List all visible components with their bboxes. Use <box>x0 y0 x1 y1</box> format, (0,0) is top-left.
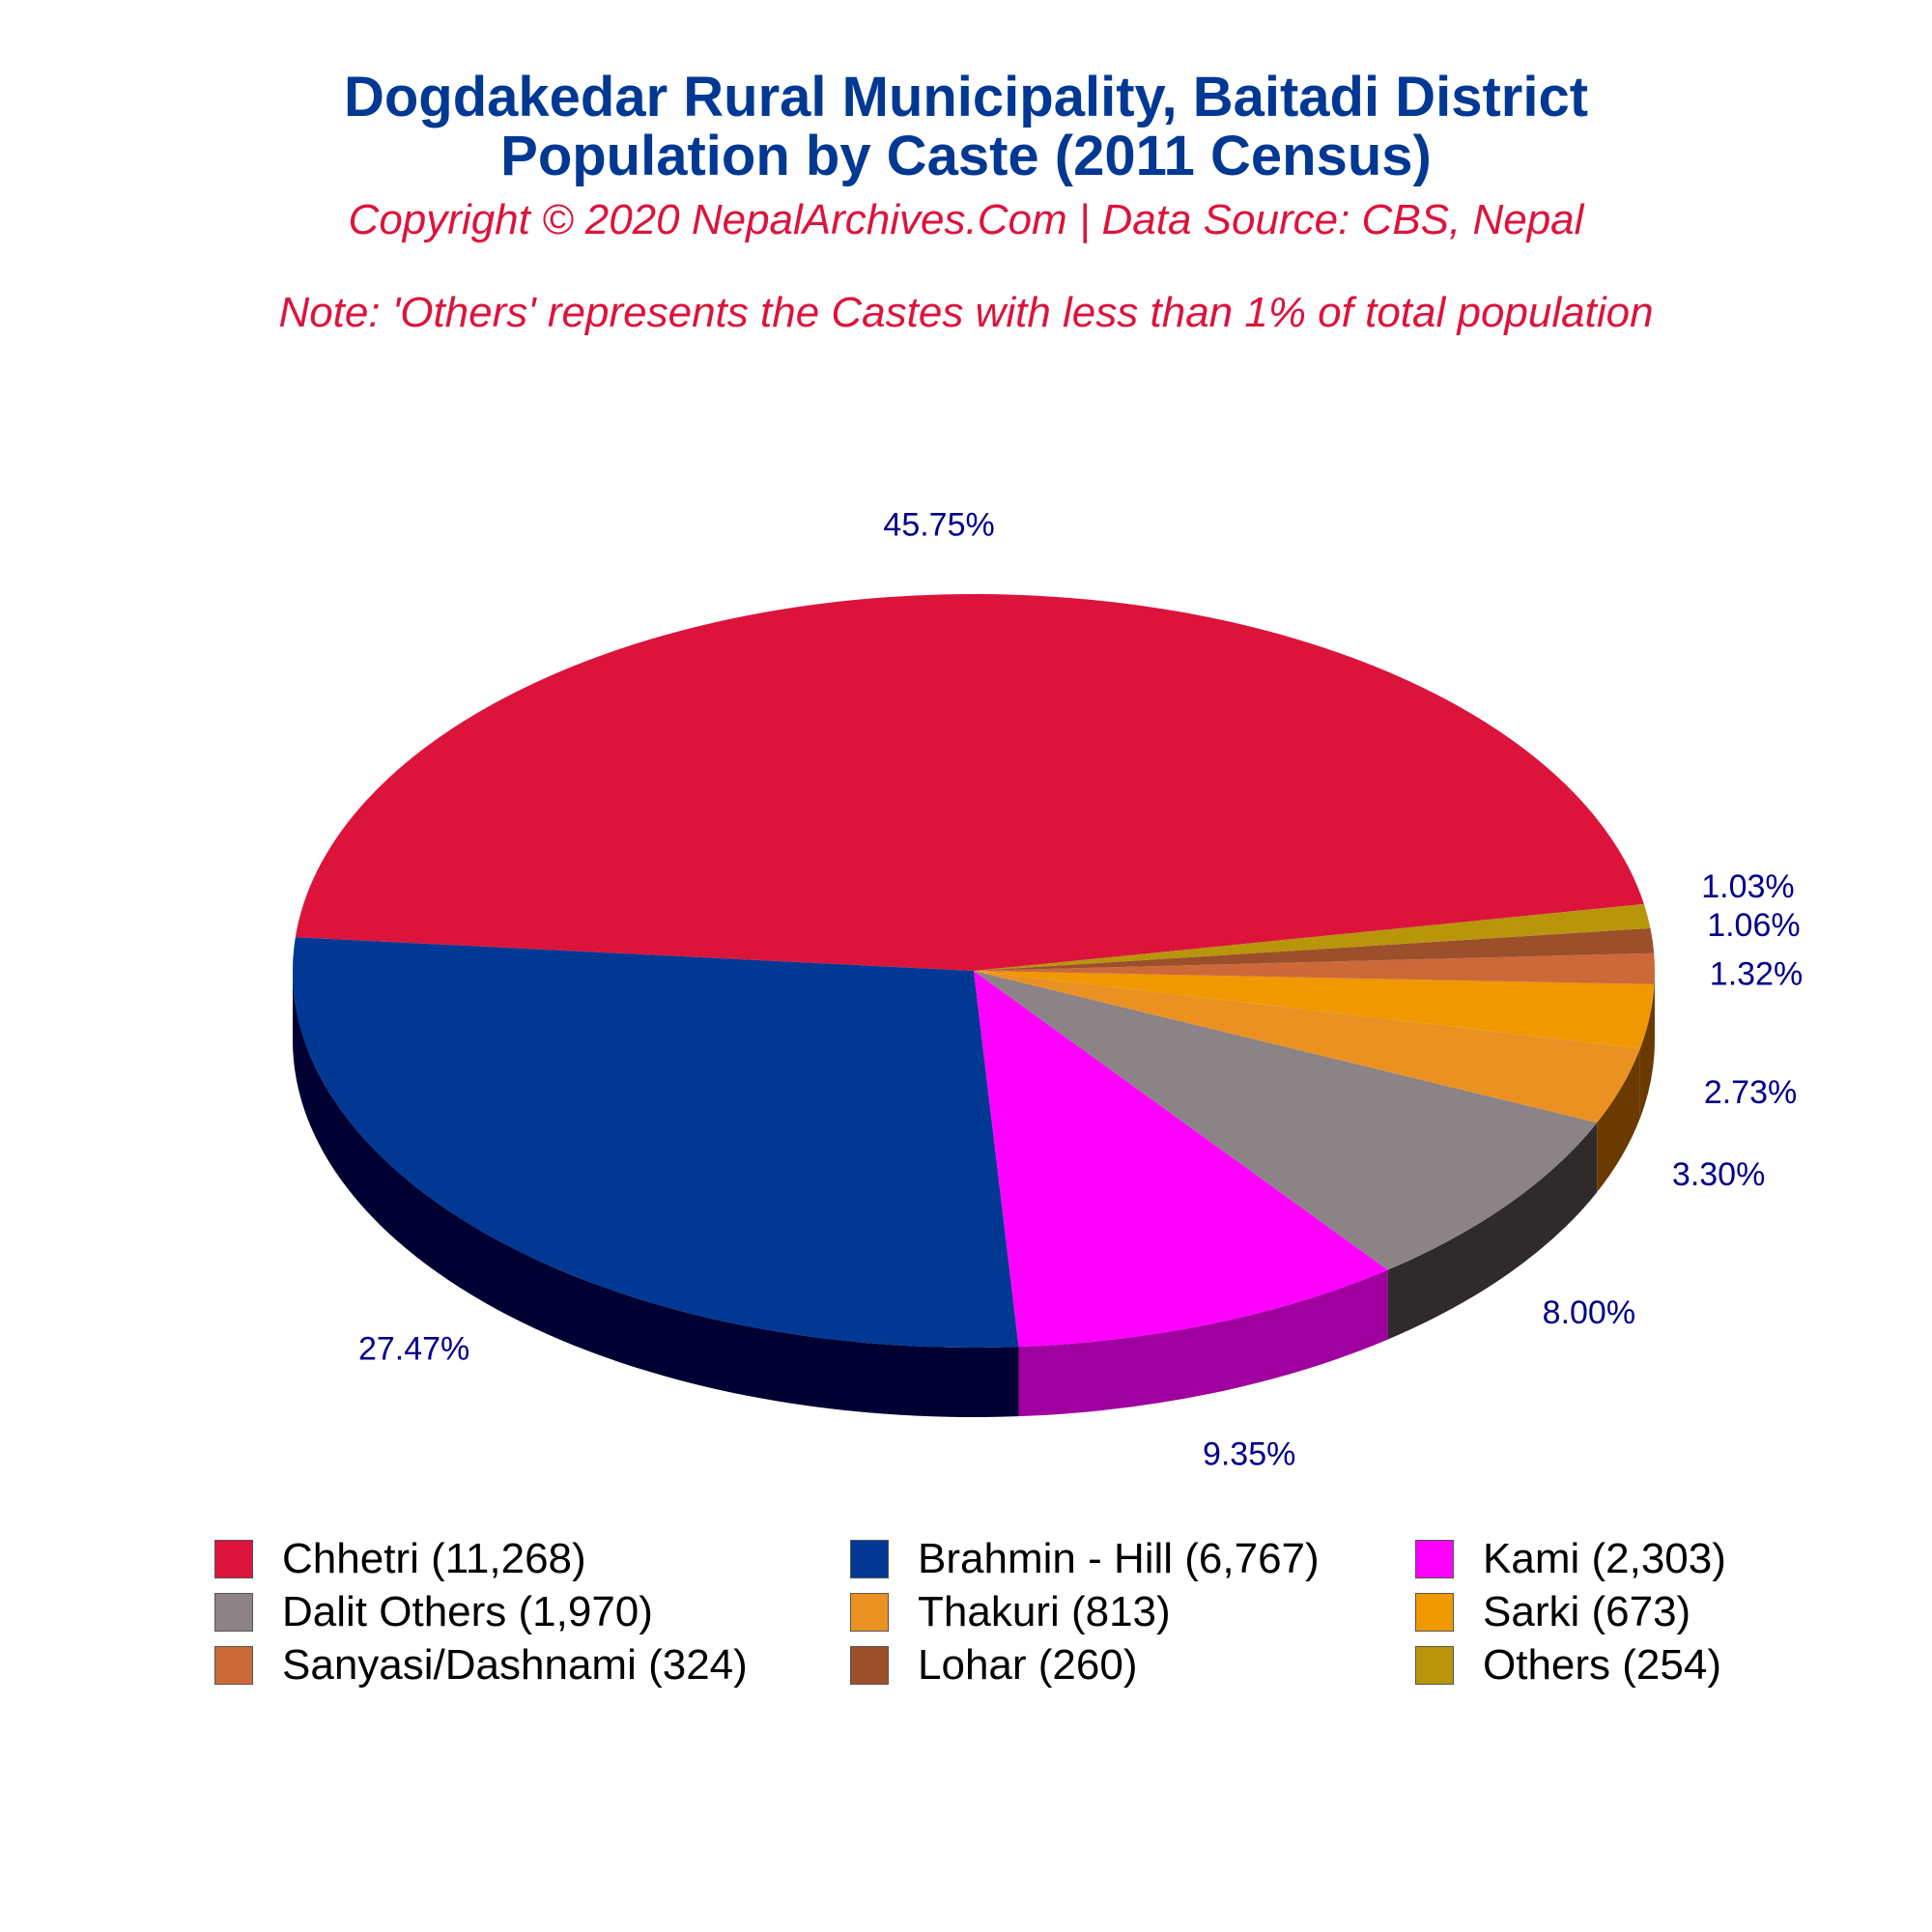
legend-label: Chhetri (11,268) <box>282 1535 586 1582</box>
legend-label: Others (254) <box>1483 1641 1721 1689</box>
chart-title-line1: Dogdakedar Rural Municipality, Baitadi D… <box>343 66 1589 128</box>
legend-label: Lohar (260) <box>918 1641 1138 1689</box>
legend-swatch <box>214 1540 253 1578</box>
pie-slice-kami <box>974 971 1388 1348</box>
legend-label: Thakuri (813) <box>918 1588 1171 1635</box>
legend-item: Lohar (260) <box>850 1638 1137 1692</box>
pie-slice-dalit-others <box>974 971 1598 1270</box>
pie-sides <box>293 971 1655 1418</box>
percent-label-brahmin-hill: 27.47% <box>358 1330 469 1367</box>
pie-side-thakuri <box>1597 1048 1640 1193</box>
percent-label-thakuri: 3.30% <box>1672 1156 1765 1193</box>
legend-swatch <box>850 1646 889 1685</box>
legend-swatch <box>1415 1646 1454 1685</box>
legend-item: Dalit Others (1,970) <box>214 1585 653 1639</box>
percent-label-others: 1.03% <box>1701 868 1794 905</box>
legend-swatch <box>214 1646 253 1685</box>
legend-label: Dalit Others (1,970) <box>282 1588 653 1635</box>
pie-slice-others <box>974 903 1651 971</box>
legend-swatch <box>850 1593 889 1632</box>
pie-percent-labels: 45.75% 27.47% 9.35% 8.00% 3.30% 2.73% 1.32% 1.0… <box>358 506 1803 1472</box>
pie-side-sarki <box>1639 983 1655 1119</box>
pie-side-brahmin-hill <box>293 971 1019 1418</box>
pie-slice-brahmin-hill <box>293 937 1019 1348</box>
pie-side-dalit-others <box>1387 1122 1598 1340</box>
legend-item: Sanyasi/Dashnami (324) <box>214 1638 748 1692</box>
legend-label: Sanyasi/Dashnami (324) <box>282 1641 748 1689</box>
percent-label-kami: 9.35% <box>1203 1436 1295 1473</box>
percent-label-lohar: 1.06% <box>1707 907 1800 944</box>
pie-slice-sarki <box>974 971 1655 1049</box>
pie-slice-thakuri <box>974 971 1640 1123</box>
legend-label: Kami (2,303) <box>1483 1535 1726 1582</box>
pie-side-kami <box>1018 1269 1388 1417</box>
legend-item: Thakuri (813) <box>850 1585 1171 1639</box>
copyright-text: Copyright © 2020 NepalArchives.Com | Dat… <box>348 196 1584 243</box>
percent-label-chhetri: 45.75% <box>883 506 994 543</box>
chart-title-line2: Population by Caste (2011 Census) <box>500 125 1432 187</box>
pie-slice-lohar <box>974 927 1655 971</box>
legend-swatch <box>214 1593 253 1632</box>
pie-slices <box>293 594 1655 1348</box>
percent-label-dalit-others: 8.00% <box>1543 1294 1635 1331</box>
legend-swatch <box>1415 1593 1454 1632</box>
legend-label: Brahmin - Hill (6,767) <box>918 1535 1320 1582</box>
percent-label-sarki: 2.73% <box>1704 1074 1797 1111</box>
legend-item: Chhetri (11,268) <box>214 1532 586 1586</box>
legend-swatch <box>850 1540 889 1578</box>
legend-item: Kami (2,303) <box>1415 1532 1726 1586</box>
percent-label-sanyasi-dashnami: 1.32% <box>1710 955 1803 992</box>
legend-item: Brahmin - Hill (6,767) <box>850 1532 1320 1586</box>
pie-slice-sanyasi-dashnami <box>974 952 1655 984</box>
note-text: Note: 'Others' represents the Castes wit… <box>278 289 1654 336</box>
pie-slice-chhetri <box>295 594 1644 971</box>
legend-label: Sarki (673) <box>1483 1588 1691 1635</box>
legend-swatch <box>1415 1540 1454 1578</box>
legend-item: Sarki (673) <box>1415 1585 1690 1639</box>
legend-item: Others (254) <box>1415 1638 1721 1692</box>
